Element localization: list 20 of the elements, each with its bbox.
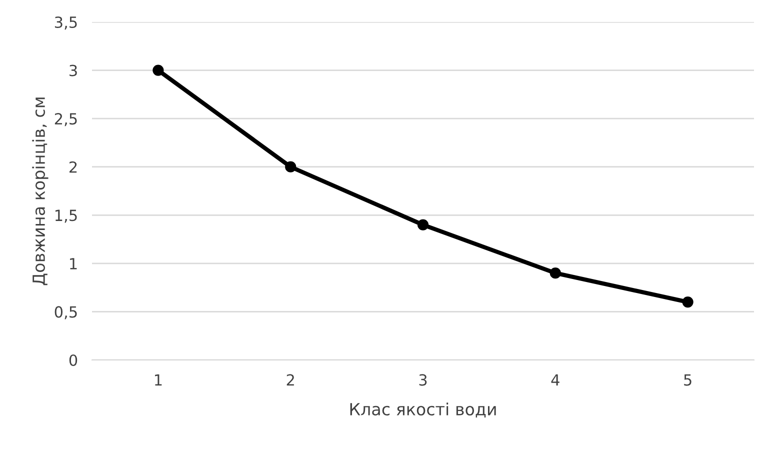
y-axis-title: Довжина корінців, см: [32, 98, 48, 286]
x-tick-label: 3: [419, 374, 427, 386]
x-axis-title: Клас якості води: [350, 402, 496, 418]
y-tick-label: 1,5: [55, 210, 77, 223]
x-tick-label: 2: [286, 374, 294, 386]
point: [417, 219, 429, 230]
y-tick-label: 3,5: [54, 16, 77, 30]
y-tick-label: 2: [70, 161, 77, 173]
x-tick-label: 1: [155, 374, 162, 386]
y-tick-label: 0,5: [54, 306, 77, 320]
y-tick-label: 3: [70, 64, 77, 76]
y-tick-label: 2,5: [54, 113, 77, 126]
point: [550, 268, 561, 279]
point: [682, 296, 694, 308]
point: [152, 64, 164, 76]
point: [285, 161, 296, 172]
y-tick-label: 1: [70, 258, 77, 270]
x-tick-label: 4: [551, 374, 560, 386]
y-tick-label: 0: [69, 354, 78, 366]
x-tick-label: 5: [684, 374, 692, 386]
